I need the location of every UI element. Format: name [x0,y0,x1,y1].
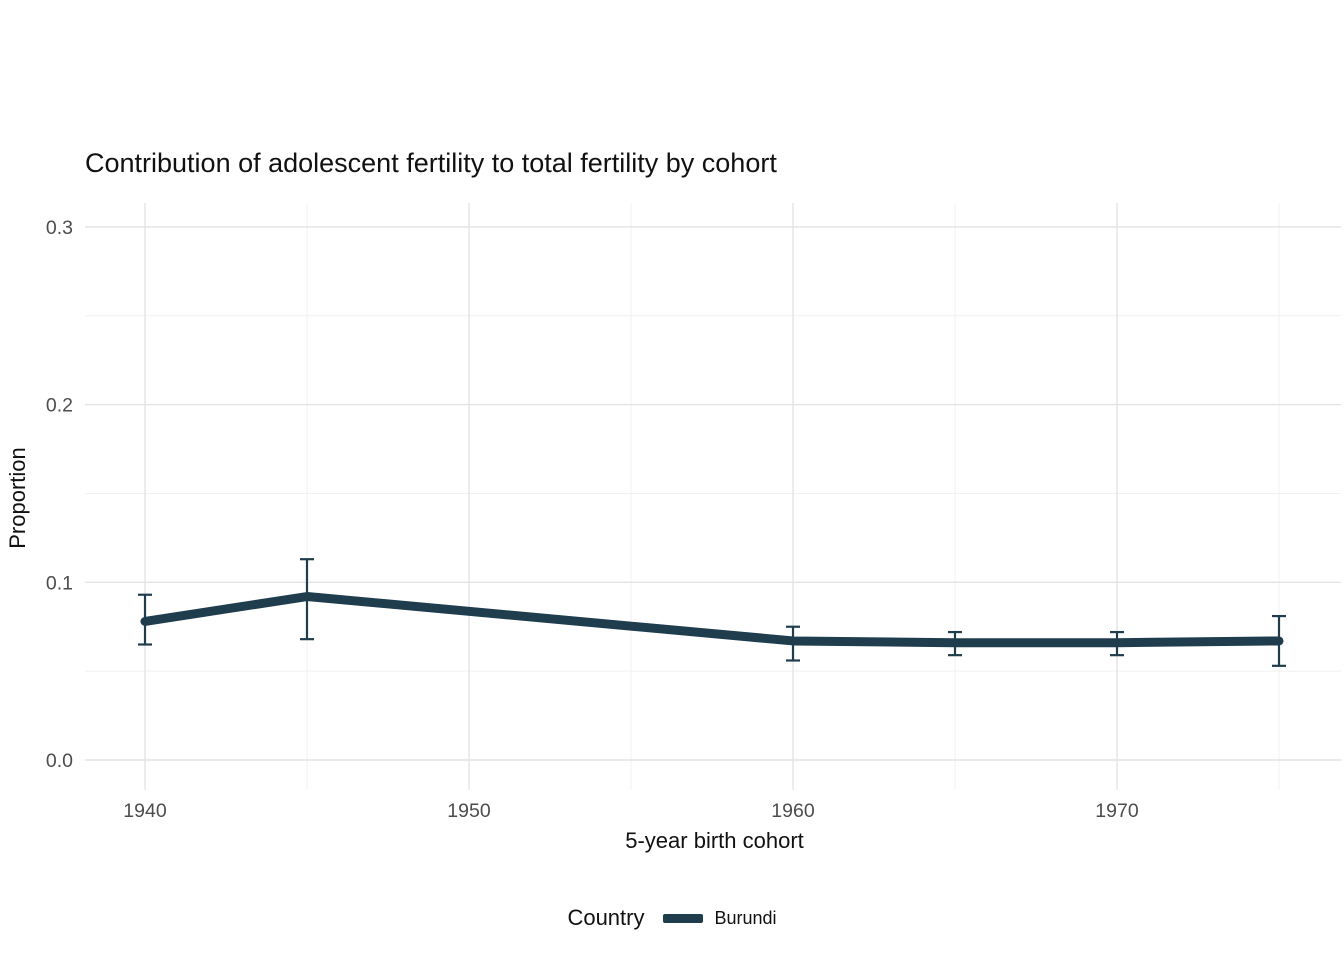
series-line [140,592,1284,648]
y-tick-label: 0.0 [46,750,73,772]
legend-title: Country [567,905,645,930]
chart-title: Contribution of adolescent fertility to … [85,148,777,178]
x-tick-label: 1960 [771,800,815,822]
x-axis-label: 5-year birth cohort [625,828,804,853]
legend-entry-label: Burundi [714,907,777,928]
y-tick-label: 0.2 [46,395,73,417]
x-tick-label: 1940 [123,800,167,822]
y-tick-label: 0.3 [46,217,73,239]
legend-entry: Burundi [662,907,777,929]
legend-line-swatch [662,913,703,923]
y-axis-label: Proportion [5,447,30,549]
x-tick-label: 1950 [447,800,491,822]
y-tick-label: 0.1 [46,572,73,594]
x-tick-label: 1970 [1095,800,1139,822]
legend: Country Burundi [0,905,1344,931]
